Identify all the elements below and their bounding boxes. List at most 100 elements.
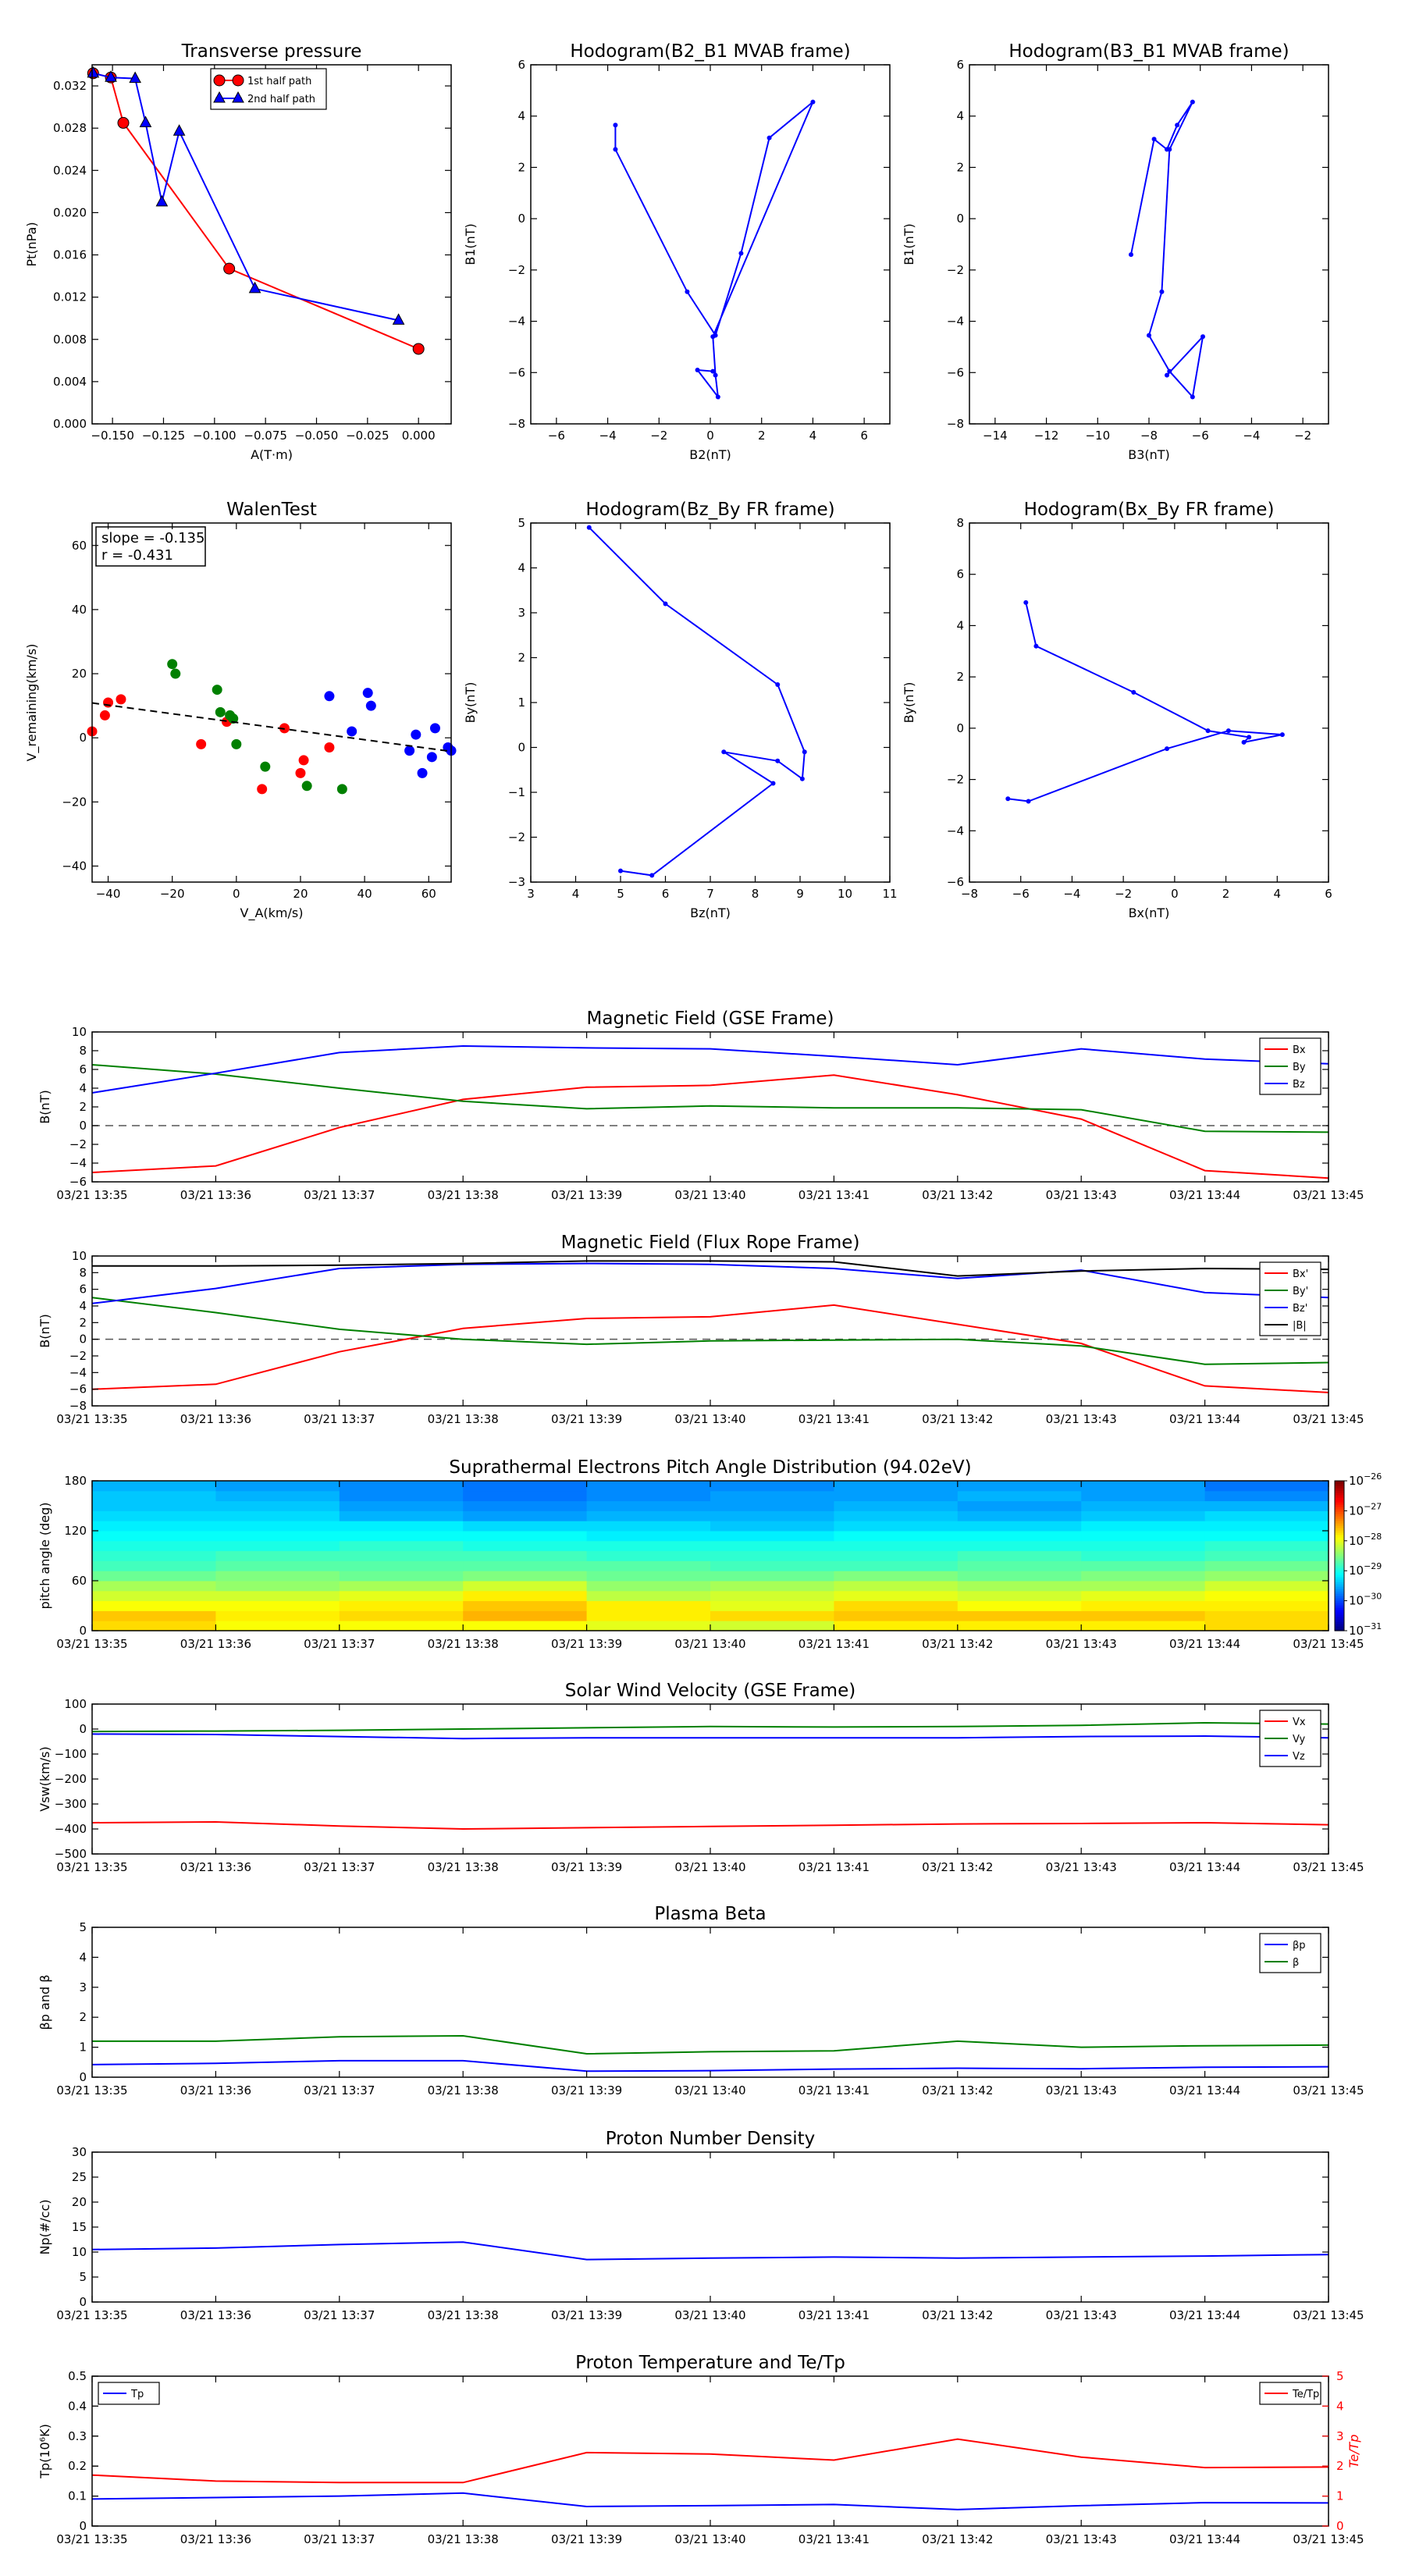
y-tick-label: 2 [956,670,964,684]
heatmap-cell [463,1610,588,1621]
scatter-point [99,710,110,720]
y-tick-label: 0.5 [68,2369,87,2383]
annotation-slope: slope = -0.135 [101,530,205,546]
time-tick-label: 03/21 13:43 [1046,1412,1117,1426]
marker-dot [799,776,805,781]
colorbar-segment [1335,1553,1344,1557]
axes-frame [969,522,1329,883]
marker-dot [1165,746,1169,752]
heatmap-cell [92,1581,216,1592]
y-tick-label: 4 [79,1081,87,1095]
colorbar-segment [1335,1509,1344,1512]
colorbar-segment [1335,1532,1344,1535]
marker-dot [1241,739,1247,745]
heatmap-cell [586,1540,711,1552]
x-tick-label: 60 [422,887,436,901]
y-axis-label: B(nT) [37,1314,52,1347]
heatmap-cell [463,1531,588,1542]
heatmap-cell [834,1610,959,1621]
heatmap-cell [834,1590,959,1602]
time-tick-label: 03/21 13:38 [428,2308,499,2322]
colorbar-segment [1335,1502,1344,1505]
legend-box [210,68,327,110]
marker-dot [1026,799,1031,804]
colorbar-segment [1335,1596,1344,1599]
colorbar-segment [1335,1523,1344,1526]
time-tick-label: 03/21 13:43 [1046,2083,1117,2097]
legend-label: Bz [1293,1079,1305,1091]
time-tick-label: 03/21 13:40 [674,1412,745,1426]
time-tick-label: 03/21 13:44 [1169,2308,1240,2322]
time-tick-label: 03/21 13:44 [1169,1188,1240,1202]
marker-dot [613,147,618,152]
colorbar-segment [1335,1560,1344,1564]
series-line [91,2241,1329,2261]
colorbar-segment [1335,1504,1344,1507]
colorbar-tick-label: 10−31 [1349,1621,1382,1638]
chart-title: Transverse pressure [181,41,362,62]
x-tick-label: 2 [758,429,766,443]
marker-dot [663,601,668,607]
x-tick-label: −4 [1063,887,1080,901]
y-tick-label: −2 [508,831,525,845]
legend-label: By' [1293,1286,1308,1297]
chart-pt: Transverse pressure −0.150 −0.125 −0.100 −0.… [24,41,452,462]
marker-circle [117,116,130,129]
heatmap-cell [1204,1600,1329,1611]
heatmap-cell [957,1490,1082,1502]
scatter-point [215,706,226,717]
y-tick-label: −2 [69,1137,87,1151]
time-tick-label: 03/21 13:37 [304,2083,375,2097]
series-line [91,1733,1329,1740]
heatmap-cell [1081,1590,1206,1602]
heatmap-cell [710,1481,834,1492]
heatmap-cell [215,1621,340,1631]
x-axis-label: Bx(nT) [1129,906,1170,920]
heatmap-cell [957,1610,1082,1621]
marker-dot [649,873,655,878]
heatmap-cell [710,1540,834,1552]
marker-dot [1190,394,1195,400]
heatmap-cell [463,1490,588,1502]
time-tick-label: 03/21 13:39 [551,2308,622,2322]
y-tick-label: 15 [72,2220,87,2234]
heatmap-cell [215,1590,340,1602]
y-tick-label: 0 [79,2070,87,2084]
scatter-point [228,713,239,724]
heatmap-cell [1204,1531,1329,1542]
heatmap-cell [710,1600,834,1611]
scatter-point [231,738,242,749]
marker-dot [710,368,716,374]
marker-dot [1147,333,1151,338]
heatmap-cell [957,1550,1082,1561]
heatmap-cell [339,1621,464,1631]
heatmap-cell [834,1581,959,1592]
colorbar-segment [1335,1582,1344,1585]
x-tick-label: −6 [548,429,565,443]
axes-frame [91,64,452,425]
colorbar-segment [1335,1579,1344,1582]
chart-title: Suprathermal Electrons Pitch Angle Distr… [449,1457,971,1478]
colorbar-segment [1335,1610,1344,1613]
y-axis-label: B1(nT) [463,223,478,265]
y-axis-label: Tp(10⁶K) [37,2424,52,2479]
time-tick-label: 03/21 13:37 [304,1637,375,1651]
heatmap-cell [710,1610,834,1621]
heatmap-cell [1204,1550,1329,1561]
marker-triangle [232,91,244,103]
axes-frame [91,2151,1329,2303]
heatmap-cell [215,1531,340,1542]
colorbar-segment [1335,1600,1344,1603]
legend-label: 2nd half path [247,94,315,105]
colorbar-tick-exponent: −28 [1364,1532,1382,1542]
time-tick-label: 03/21 13:39 [551,1412,622,1426]
marker-dot [1247,735,1252,740]
colorbar-tick-label: 10−26 [1349,1471,1382,1488]
chart-title: WalenTest [226,500,317,520]
time-tick-label: 03/21 13:42 [922,2308,993,2322]
colorbar-segment [1335,1617,1344,1620]
colorbar-segment [1335,1591,1344,1594]
time-tick-label: 03/21 13:40 [674,2532,745,2546]
